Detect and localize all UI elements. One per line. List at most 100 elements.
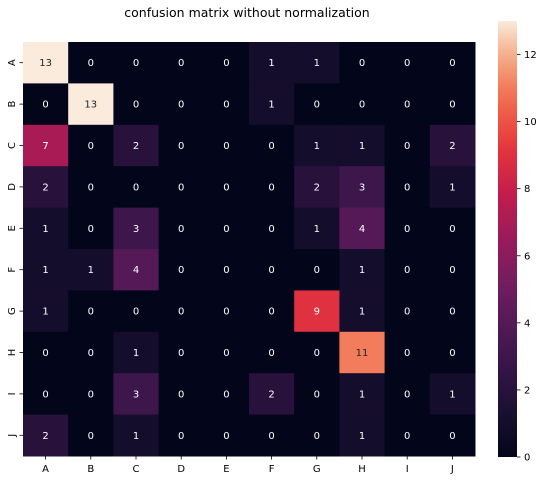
cell-value-label: 1 [314, 141, 320, 152]
heatmap-cell [68, 166, 114, 209]
heatmap-cell [113, 290, 160, 333]
cell-value-label: 1 [359, 265, 365, 276]
x-tick-label: I [406, 464, 409, 475]
cell-value-label: 0 [449, 224, 455, 235]
heatmap-cell [249, 166, 295, 209]
cell-value-label: 1 [359, 307, 365, 318]
colorbar [498, 21, 517, 457]
heatmap-cell [249, 42, 295, 84]
cell-value-label: 13 [84, 100, 97, 111]
heatmap-cells: 13 0 0 0 0 1 1 0 0 00 13 0 0 0 1 0 0 0 07 0 2 0 0 0 1 1 0 22 0 0 0 0 0 2 3… [23, 42, 476, 457]
heatmap-cell [294, 414, 340, 457]
cell-value-label: 0 [449, 431, 455, 442]
heatmap-cell [113, 414, 160, 457]
cell-value-label: 0 [133, 100, 139, 111]
heatmap-cell [23, 249, 69, 291]
heatmap-cell [294, 373, 340, 416]
cell-value-label: 7 [42, 141, 48, 152]
heatmap-cell [23, 124, 69, 167]
heatmap-cell [384, 83, 431, 126]
cell-value-label: 2 [133, 141, 139, 152]
heatmap-cell [23, 331, 69, 374]
y-tick-label: F [7, 267, 18, 273]
cell-value-label: 0 [223, 348, 229, 359]
cell-value-label: 0 [223, 389, 229, 400]
heatmap-cell [294, 166, 340, 209]
heatmap-cell [339, 124, 386, 167]
cell-value-label: 0 [178, 431, 184, 442]
cell-value-label: 0 [268, 141, 274, 152]
heatmap-cell [429, 249, 476, 291]
heatmap-cell [113, 124, 160, 167]
y-tick-label: A [7, 59, 18, 66]
heatmap-cell [429, 42, 476, 84]
heatmap-cell [339, 331, 386, 374]
cell-value-label: 1 [133, 431, 139, 442]
cell-value-label: 0 [404, 431, 410, 442]
heatmap-cell [203, 42, 250, 84]
heatmap-cell [203, 373, 250, 416]
colorbar-tick-label: 12 [524, 50, 537, 61]
cell-value-label: 0 [314, 265, 320, 276]
cell-value-label: 0 [404, 141, 410, 152]
heatmap-cell [249, 207, 295, 250]
heatmap-cell [294, 83, 340, 126]
y-tick-label: H [7, 349, 18, 357]
heatmap-cell [294, 42, 340, 84]
cell-value-label: 1 [314, 58, 320, 69]
heatmap-cell [113, 83, 160, 126]
cell-value-label: 0 [133, 58, 139, 69]
colorbar-tick-label: 2 [524, 385, 530, 396]
cell-value-label: 3 [133, 224, 139, 235]
cell-value-label: 2 [449, 141, 455, 152]
cell-value-label: 0 [268, 224, 274, 235]
x-tick-label: E [223, 464, 229, 475]
cell-value-label: 0 [178, 348, 184, 359]
cell-value-label: 0 [268, 348, 274, 359]
heatmap-cell [339, 373, 386, 416]
heatmap-cell [23, 290, 69, 333]
cell-value-label: 1 [42, 265, 48, 276]
heatmap-cell [384, 166, 431, 209]
heatmap-cell [158, 249, 205, 291]
heatmap-cell [384, 414, 431, 457]
heatmap-cell [384, 249, 431, 291]
heatmap-cell [339, 290, 386, 333]
heatmap-cell [113, 207, 160, 250]
cell-value-label: 0 [314, 100, 320, 111]
cell-value-label: 1 [449, 389, 455, 400]
y-tick-label: I [7, 392, 18, 395]
cell-value-label: 0 [88, 307, 94, 318]
heatmap-cell [23, 83, 69, 126]
cell-value-label: 0 [314, 431, 320, 442]
x-tick-label: D [177, 464, 185, 475]
cell-value-label: 0 [268, 307, 274, 318]
heatmap-cell [68, 124, 114, 167]
heatmap-cell [68, 207, 114, 250]
x-tick-label: F [269, 464, 275, 475]
heatmap-cell [429, 331, 476, 374]
heatmap-cell [294, 331, 340, 374]
heatmap-cell [429, 290, 476, 333]
heatmap-cell [294, 290, 340, 333]
heatmap-cell [294, 249, 340, 291]
cell-value-label: 0 [88, 431, 94, 442]
cell-value-label: 0 [223, 265, 229, 276]
x-tick-label: B [87, 464, 94, 475]
y-tick-label: B [7, 101, 18, 108]
heatmap-cell [249, 331, 295, 374]
cell-value-label: 1 [88, 265, 94, 276]
heatmap-cell [203, 249, 250, 291]
heatmap-cell [429, 166, 476, 209]
cell-value-label: 0 [449, 58, 455, 69]
heatmap-cell [294, 124, 340, 167]
heatmap-cell [203, 124, 250, 167]
y-tick-label: E [7, 225, 18, 231]
cell-value-label: 1 [359, 431, 365, 442]
chart-title: confusion matrix without normalization [124, 5, 369, 20]
heatmap-cell [384, 290, 431, 333]
heatmap-cell [113, 166, 160, 209]
cell-value-label: 0 [404, 307, 410, 318]
heatmap-cell [113, 249, 160, 291]
heatmap-cell [384, 42, 431, 84]
